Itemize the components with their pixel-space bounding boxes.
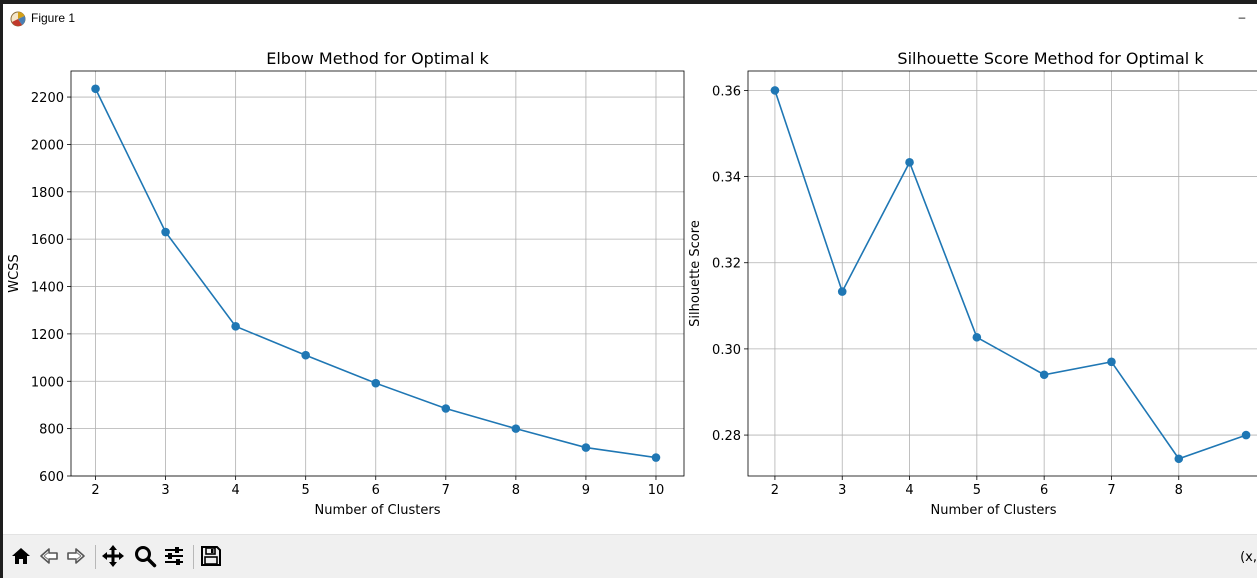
y-tick-label: 2000 [31, 138, 64, 153]
x-tick-label: 3 [838, 483, 846, 498]
move-icon [102, 545, 124, 567]
data-point [581, 443, 591, 452]
sliders-icon [165, 547, 183, 565]
y-tick-label: 1800 [31, 186, 64, 201]
y-tick-label: 1600 [31, 233, 64, 248]
y-tick-label: 1400 [31, 281, 64, 296]
series-line [774, 90, 1247, 460]
plot-area: 2 3 4 5 6 7 8 9 10 600 800 1000 1200 1400 1600 1800 2000… [3, 34, 1257, 534]
data-point [1039, 370, 1049, 380]
y-tick-label: 1200 [31, 328, 64, 343]
y-tick-label: 800 [39, 423, 64, 438]
y-tick-label: 0.36 [712, 84, 741, 99]
title-bar[interactable]: Figure 1 – [3, 4, 1257, 34]
navigation-toolbar: (x, [3, 534, 1257, 578]
y-tick-label: 0.30 [712, 343, 741, 358]
x-tick-label: 7 [1107, 483, 1115, 498]
axes-frame [70, 70, 685, 477]
toolbar-separator [95, 545, 96, 569]
x-tick-label: 6 [1040, 483, 1048, 498]
x-tick-label: 7 [442, 483, 450, 498]
y-tick-label: 0.34 [712, 171, 741, 186]
x-tick-label: 9 [582, 483, 590, 498]
save-button[interactable] [198, 543, 224, 569]
home-button[interactable] [8, 543, 34, 569]
x-tick-label: 10 [648, 483, 665, 498]
x-tick-label: 4 [905, 483, 913, 498]
x-tick-label: 4 [231, 483, 239, 498]
data-point [161, 227, 170, 237]
toolbar-separator [193, 545, 194, 569]
axes-frame [747, 70, 1257, 477]
chart-title: Silhouette Score Method for Optimal k [897, 49, 1204, 68]
back-arrow-icon [40, 548, 58, 564]
x-tick-label: 2 [771, 483, 779, 498]
x-tick-label: 8 [512, 483, 520, 498]
chart-1: 2 3 4 5 6 7 8 9 10 600 800 1000 1200 1400 1600 1800 2000… [7, 49, 685, 518]
y-tick-label: 0.32 [712, 257, 741, 272]
minimize-button[interactable]: – [1238, 10, 1246, 24]
y-tick-label: 0.28 [712, 429, 741, 444]
data-point [511, 424, 521, 433]
magnifier-icon [135, 546, 157, 568]
figure-window: Figure 1 – 2 3 4 5 6 7 8 9 10 600 800 1000 1200 1400 1… [3, 4, 1257, 578]
data-point [651, 453, 661, 462]
x-axis-label: Number of Clusters [315, 503, 441, 518]
chart-title: Elbow Method for Optimal k [266, 49, 489, 68]
data-point [972, 332, 982, 342]
matplotlib-figure-icon [10, 11, 26, 27]
x-tick-label: 6 [372, 483, 380, 498]
x-tick-label: 3 [161, 483, 169, 498]
data-point [441, 404, 451, 413]
window-title: Figure 1 [31, 11, 76, 25]
forward-arrow-icon [67, 548, 85, 564]
y-axis-label: Silhouette Score [688, 220, 703, 327]
zoom-button[interactable] [132, 543, 158, 569]
data-point [1107, 357, 1116, 367]
y-axis-label: WCSS [7, 254, 22, 292]
x-tick-label: 5 [973, 483, 981, 498]
y-tick-label: 1000 [31, 375, 64, 390]
cursor-coordinates: (x, [1240, 550, 1257, 565]
y-tick-label: 600 [39, 470, 64, 485]
x-tick-label: 8 [1175, 483, 1183, 498]
chart-2: 2 3 4 5 6 7 8 0.28 0.30 0.32 0.34 0.36 Silhouette Sc… [688, 49, 1257, 518]
data-point [301, 350, 310, 360]
floppy-disk-icon [201, 546, 221, 566]
data-point [770, 86, 780, 95]
x-axis-label: Number of Clusters [931, 503, 1057, 518]
configure-subplots-button[interactable] [161, 543, 187, 569]
x-tick-label: 5 [302, 483, 310, 498]
data-point [371, 378, 381, 388]
data-point [1241, 430, 1251, 440]
data-point [837, 287, 847, 296]
y-tick-label: 2200 [31, 91, 64, 106]
data-point [905, 158, 914, 167]
home-icon [12, 548, 30, 564]
forward-button[interactable] [63, 543, 89, 569]
back-button[interactable] [36, 543, 62, 569]
data-point [91, 84, 100, 94]
x-tick-label: 2 [91, 483, 99, 498]
figure-canvas: 2 3 4 5 6 7 8 9 10 600 800 1000 1200 1400 1600 1800 2000… [7, 49, 1257, 518]
data-point [1174, 454, 1184, 464]
pan-button[interactable] [100, 543, 126, 569]
data-point [231, 322, 240, 331]
